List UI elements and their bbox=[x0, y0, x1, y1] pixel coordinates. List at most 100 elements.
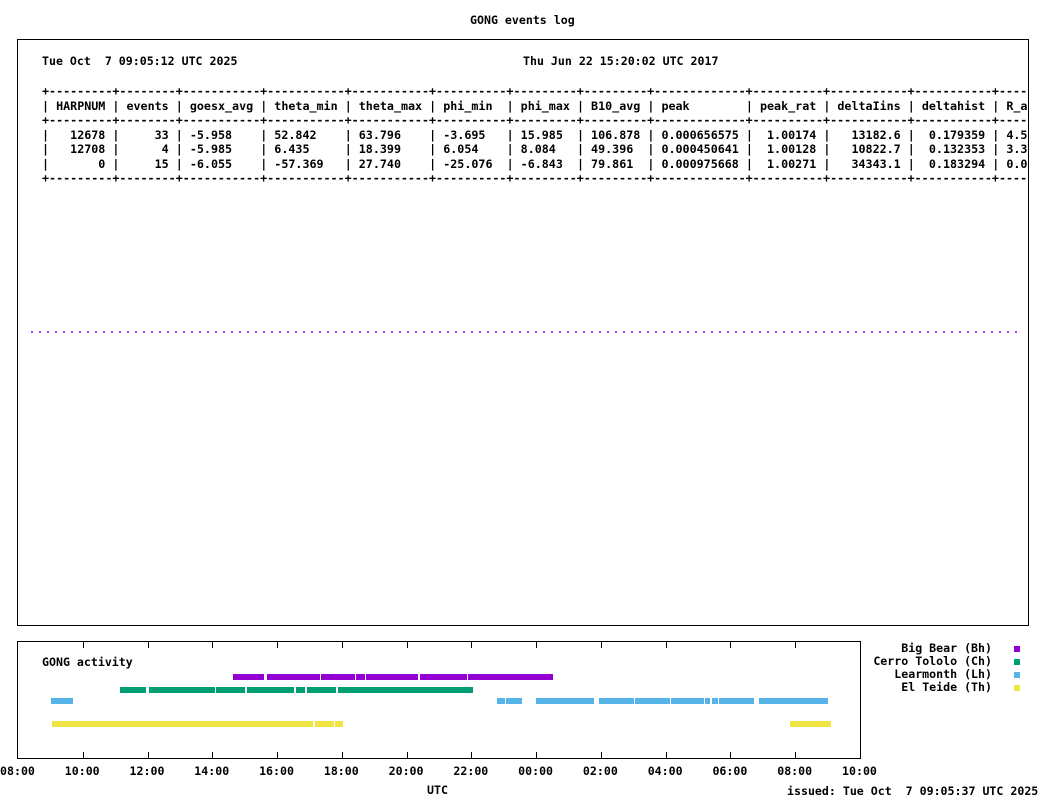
table-cell: 63.796 bbox=[358, 127, 423, 142]
axis-tick bbox=[406, 642, 408, 648]
axis-tick bbox=[600, 752, 602, 758]
table-border: +---------+--------+-----------+--------… bbox=[42, 113, 1029, 127]
x-tick-label: 20:00 bbox=[388, 764, 424, 778]
table-cell: 1.00271 bbox=[759, 156, 817, 171]
axis-tick bbox=[82, 752, 84, 758]
activity-bar bbox=[758, 698, 828, 704]
table-row: | 12708 | 4 | -5.985 | 6.435 | 18.399 | … bbox=[42, 142, 1028, 157]
events-table: +---------+--------+-----------+--------… bbox=[42, 84, 1029, 186]
column-header: HARPNUM bbox=[56, 98, 106, 113]
column-header: phi_max bbox=[520, 98, 570, 113]
x-tick-label: 12:00 bbox=[129, 764, 165, 778]
activity-bar bbox=[671, 698, 704, 704]
axis-tick bbox=[730, 752, 732, 758]
activity-bar bbox=[366, 674, 419, 680]
legend-label: Cerro Tololo (Ch) bbox=[873, 654, 992, 668]
table-cell: 0.000975668 bbox=[661, 156, 739, 171]
current-date: Tue Oct 7 09:05:12 UTC 2025 bbox=[42, 54, 238, 68]
table-row: | 12678 | 33 | -5.958 | 52.842 | 63.796 … bbox=[42, 127, 1028, 143]
x-axis-label: UTC bbox=[427, 783, 448, 797]
table-border: +---------+--------+-----------+--------… bbox=[42, 171, 1029, 185]
column-header: B10_avg bbox=[591, 98, 641, 113]
activity-bar bbox=[356, 674, 366, 680]
event-date: Thu Jun 22 15:20:02 UTC 2017 bbox=[523, 54, 719, 68]
axis-tick bbox=[277, 642, 279, 648]
x-tick-label: 10:00 bbox=[64, 764, 100, 778]
table-cell: -6.843 bbox=[520, 156, 570, 171]
legend-swatch bbox=[1014, 646, 1020, 652]
legend-swatch bbox=[1014, 672, 1020, 678]
x-tick-label: 02:00 bbox=[582, 764, 618, 778]
activity-bar bbox=[506, 698, 522, 704]
table-cell: 0.183294 bbox=[921, 156, 986, 171]
activity-bar bbox=[246, 687, 294, 693]
column-header: goesx_avg bbox=[189, 98, 254, 113]
axis-tick bbox=[665, 752, 667, 758]
axis-tick bbox=[147, 642, 149, 648]
table-cell: 15 bbox=[126, 156, 169, 171]
table-cell: 0 bbox=[56, 156, 106, 171]
table-cell: -5.958 bbox=[189, 127, 254, 142]
activity-bar bbox=[635, 698, 670, 704]
table-cell: 49.396 bbox=[591, 142, 641, 156]
table-cell: -25.076 bbox=[443, 156, 500, 171]
axis-tick bbox=[795, 752, 797, 758]
activity-bar bbox=[51, 698, 74, 704]
table-cell: 52.842 bbox=[274, 127, 338, 142]
table-cell: -57.369 bbox=[274, 156, 338, 171]
table-cell: 12678 bbox=[56, 127, 106, 142]
table-cell: 6.054 bbox=[443, 142, 500, 156]
table-cell: 1.00128 bbox=[759, 142, 817, 156]
table-cell: 3.370 bbox=[1006, 142, 1028, 156]
axis-tick bbox=[536, 752, 538, 758]
table-cell: 27.740 bbox=[358, 156, 423, 171]
x-tick-label: 06:00 bbox=[712, 764, 748, 778]
table-cell: 8.084 bbox=[520, 142, 570, 156]
table-cell: 15.985 bbox=[520, 127, 570, 142]
x-tick-label: 08:00 bbox=[777, 764, 813, 778]
activity-bar bbox=[705, 698, 710, 704]
table-cell: 6.435 bbox=[274, 142, 338, 156]
column-header: deltaIins bbox=[837, 98, 901, 113]
activity-title: GONG activity bbox=[42, 655, 133, 669]
table-cell: 79.861 bbox=[591, 156, 641, 171]
activity-bar bbox=[148, 687, 215, 693]
activity-bar bbox=[337, 687, 473, 693]
table-cell: 1.00174 bbox=[759, 127, 817, 142]
activity-bar bbox=[321, 674, 356, 680]
column-header: peak bbox=[661, 98, 739, 113]
table-cell: -6.055 bbox=[189, 156, 254, 171]
x-tick-label: 08:00 bbox=[0, 764, 35, 778]
activity-bar bbox=[306, 687, 337, 693]
activity-bar bbox=[468, 674, 553, 680]
x-tick-label: 10:00 bbox=[842, 764, 877, 778]
axis-tick bbox=[147, 752, 149, 758]
table-cell: 33 bbox=[126, 127, 169, 142]
table-cell: 10822.7 bbox=[837, 142, 901, 156]
issued-timestamp: issued: Tue Oct 7 09:05:37 UTC 2025 bbox=[787, 784, 1039, 798]
table-border: +---------+--------+-----------+--------… bbox=[42, 84, 1029, 98]
table-cell: 34343.1 bbox=[837, 156, 901, 171]
activity-bar bbox=[711, 698, 719, 704]
axis-tick bbox=[471, 642, 473, 648]
axis-tick bbox=[212, 642, 214, 648]
table-header-row: | HARPNUM | events | goesx_avg | theta_m… bbox=[42, 98, 1028, 114]
axis-tick bbox=[82, 642, 84, 648]
activity-bar bbox=[52, 721, 314, 727]
column-header: theta_min bbox=[274, 98, 338, 113]
legend-swatch bbox=[1014, 685, 1020, 691]
table-cell: 0.179359 bbox=[921, 127, 986, 142]
table-cell: 0.000656575 bbox=[661, 127, 739, 142]
table-cell: 13182.6 bbox=[837, 127, 901, 142]
axis-tick bbox=[730, 642, 732, 648]
activity-bar bbox=[789, 721, 831, 727]
column-header: theta_max bbox=[358, 98, 423, 113]
table-cell: 12708 bbox=[56, 142, 106, 156]
column-header: phi_min bbox=[443, 98, 500, 113]
axis-tick bbox=[471, 752, 473, 758]
table-row: | 0 | 15 | -6.055 | -57.369 | 27.740 | -… bbox=[42, 156, 1028, 172]
axis-tick bbox=[212, 752, 214, 758]
table-cell: 0.000450641 bbox=[661, 142, 739, 156]
page-title: GONG events log bbox=[470, 13, 575, 27]
x-tick-label: 22:00 bbox=[453, 764, 489, 778]
